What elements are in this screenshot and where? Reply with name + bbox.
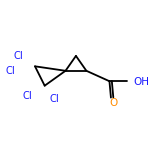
- Text: Cl: Cl: [13, 51, 23, 61]
- Text: Cl: Cl: [50, 94, 60, 104]
- Text: O: O: [109, 98, 118, 108]
- Text: Cl: Cl: [6, 66, 16, 76]
- Text: OH: OH: [133, 77, 149, 87]
- Text: Cl: Cl: [22, 91, 32, 101]
